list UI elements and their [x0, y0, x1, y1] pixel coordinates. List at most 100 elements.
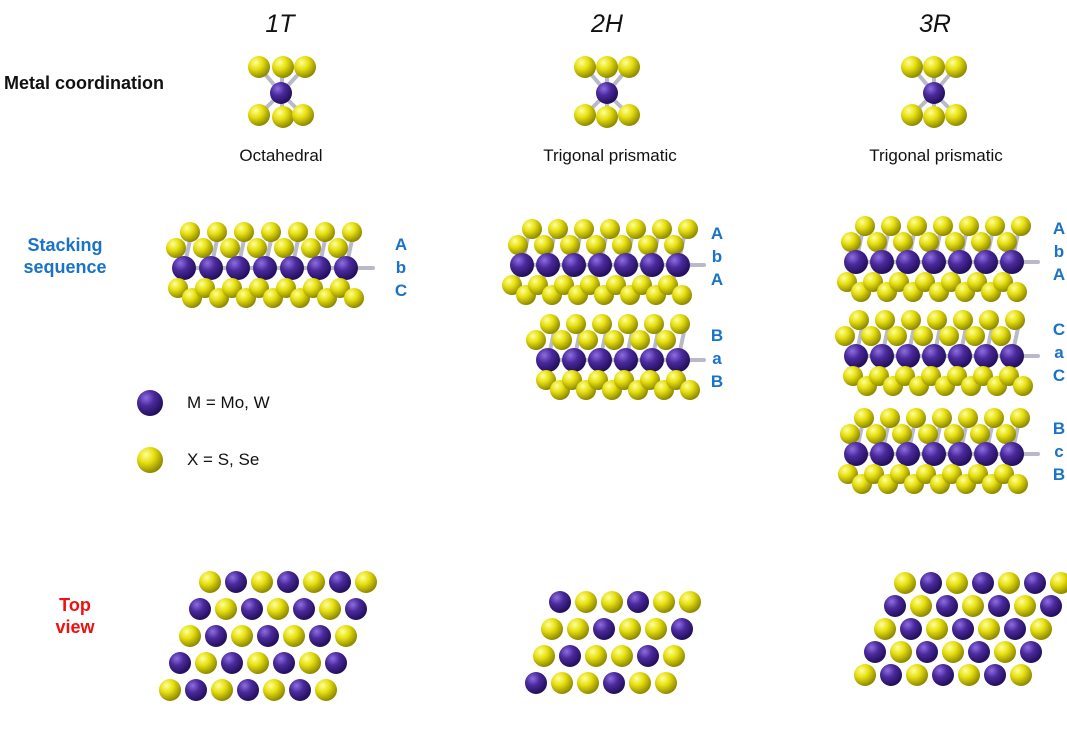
chalcogen-atom [945, 104, 967, 126]
metal-atom [932, 664, 954, 686]
chalcogen-atom [854, 408, 874, 428]
chalcogen-atom [840, 424, 860, 444]
chalcogen-atom [585, 645, 607, 667]
stacking-letter: a [1054, 343, 1064, 362]
chalcogen-atom [574, 219, 594, 239]
chalcogen-atom [548, 219, 568, 239]
side-view-2h-layer1 [502, 219, 706, 305]
chalcogen-atom [678, 219, 698, 239]
chalcogen-atom [947, 366, 967, 386]
chalcogen-atom [944, 424, 964, 444]
metal-atom [1000, 442, 1024, 466]
chalcogen-atom [526, 330, 546, 350]
chalcogen-atom [540, 314, 560, 334]
chalcogen-atom [315, 679, 337, 701]
chalcogen-atom [889, 272, 909, 292]
chalcogen-atom [656, 330, 676, 350]
metal-atom [671, 618, 693, 640]
metal-atom [562, 348, 586, 372]
stacking-letter: b [395, 258, 407, 277]
stacking-letter: b [711, 247, 723, 266]
metal-atom [549, 591, 571, 613]
stacking-letters-3r-layer1: A b A [1049, 217, 1067, 286]
chalcogen-atom [600, 219, 620, 239]
chalcogen-atom [502, 275, 522, 295]
chalcogen-atom [880, 408, 900, 428]
chalcogen-atom [1007, 282, 1027, 302]
metal-atom [1024, 572, 1046, 594]
chalcogen-atom [970, 424, 990, 444]
stacking-letter: B [710, 372, 724, 391]
stacking-letter: B [1052, 419, 1066, 438]
metal-atom [603, 672, 625, 694]
metal-atom [922, 250, 946, 274]
chalcogen-atom [580, 275, 600, 295]
chalcogen-atom [973, 366, 993, 386]
chalcogen-atom [866, 424, 886, 444]
chalcogen-atom [604, 330, 624, 350]
chalcogen-atom [1005, 310, 1025, 330]
chalcogen-atom [916, 464, 936, 484]
chalcogen-atom [999, 366, 1019, 386]
chalcogen-atom [1030, 618, 1052, 640]
metal-atom [614, 348, 638, 372]
metal-atom [345, 598, 367, 620]
stacking-letters-3r-layer2: C a C [1049, 318, 1067, 387]
metal-atom [325, 652, 347, 674]
chalcogen-atom [588, 370, 608, 390]
chalcogen-atom [562, 370, 582, 390]
metal-atom [257, 625, 279, 647]
chalcogen-atom [945, 232, 965, 252]
metal-atom [884, 595, 906, 617]
metal-atom [984, 664, 1006, 686]
chalcogen-atom [971, 232, 991, 252]
chalcogen-atom [248, 104, 270, 126]
chalcogen-atom [906, 408, 926, 428]
metal-atom [1040, 595, 1062, 617]
phase-title-2h: 2H [591, 10, 623, 38]
stacking-letter: B [710, 326, 724, 345]
legend-metal-label: M = Mo, W [187, 393, 270, 412]
chalcogen-atom [215, 598, 237, 620]
stacking-letter: C [1052, 366, 1066, 385]
chalcogen-atom [566, 314, 586, 334]
side-view-1t [166, 222, 375, 308]
stacking-letter: A [710, 270, 724, 289]
chalcogen-atom [1010, 408, 1030, 428]
chalcogen-atom [619, 618, 641, 640]
chalcogen-atom [890, 641, 912, 663]
metal-atom [974, 250, 998, 274]
row-label-top-view: Top view [55, 595, 95, 637]
chalcogen-atom [541, 618, 563, 640]
metal-atom [237, 679, 259, 701]
top-view-1t [159, 571, 377, 701]
chalcogen-atom [991, 326, 1011, 346]
chalcogen-atom [959, 216, 979, 236]
metal-atom [596, 82, 618, 104]
metal-atom [199, 256, 223, 280]
chalcogen-atom [670, 314, 690, 334]
chalcogen-atom [159, 679, 181, 701]
chalcogen-atom [890, 464, 910, 484]
stacking-letter: A [1052, 265, 1066, 284]
chalcogen-atom [1011, 216, 1031, 236]
chalcogen-atom [919, 232, 939, 252]
chalcogen-atom [918, 424, 938, 444]
chalcogen-atom [941, 272, 961, 292]
chalcogen-atom [887, 326, 907, 346]
metal-atom [972, 572, 994, 594]
chalcogen-atom [923, 56, 945, 78]
chalcogen-atom [630, 330, 650, 350]
chalcogen-atom [294, 56, 316, 78]
metal-atom [974, 344, 998, 368]
metal-atom [241, 598, 263, 620]
chalcogen-atom [968, 464, 988, 484]
chalcogen-atom [606, 275, 626, 295]
chalcogen-atom [195, 652, 217, 674]
metal-atom [896, 442, 920, 466]
chalcogen-atom [251, 571, 273, 593]
metal-atom [870, 344, 894, 368]
chalcogen-atom [249, 278, 269, 298]
chalcogen-atom [1014, 595, 1036, 617]
metal-atom [948, 344, 972, 368]
